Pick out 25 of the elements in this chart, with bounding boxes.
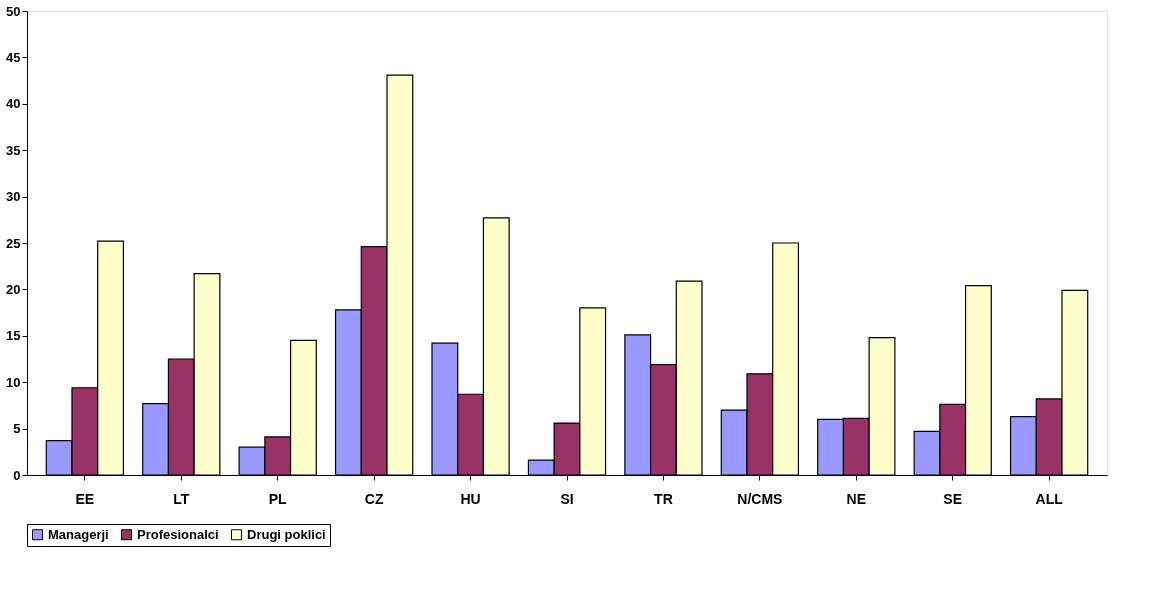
y-tick-label: 50: [6, 3, 21, 19]
x-tick-label: CZ: [364, 490, 384, 507]
x-tick-label: LT: [173, 490, 190, 507]
x-tick-label: ALL: [1035, 490, 1064, 507]
x-tick-label: HU: [460, 490, 481, 507]
y-tick-label: 10: [6, 374, 21, 390]
x-tick-label: SI: [560, 490, 574, 507]
x-tick-label: TR: [654, 490, 673, 507]
legend-label: Profesionalci: [137, 526, 219, 542]
x-tick-label: SE: [943, 490, 963, 507]
x-tick-label: EE: [75, 490, 95, 507]
x-tick-label: NE: [846, 490, 867, 507]
y-tick-label: 40: [6, 96, 21, 112]
y-tick-label: 0: [13, 467, 21, 483]
y-tick-label: 25: [6, 235, 21, 251]
y-tick-label: 45: [6, 49, 21, 65]
x-tick-label: N/CMS: [737, 490, 783, 507]
y-tick-label: 35: [6, 142, 21, 158]
legend-label: Managerji: [48, 526, 109, 542]
y-tick-label: 15: [6, 328, 21, 344]
y-tick-label: 5: [13, 421, 21, 437]
y-tick-label: 20: [6, 281, 21, 297]
x-tick-label: PL: [268, 490, 288, 507]
y-tick-label: 30: [6, 189, 21, 205]
legend-label: Drugi poklici: [247, 526, 326, 542]
